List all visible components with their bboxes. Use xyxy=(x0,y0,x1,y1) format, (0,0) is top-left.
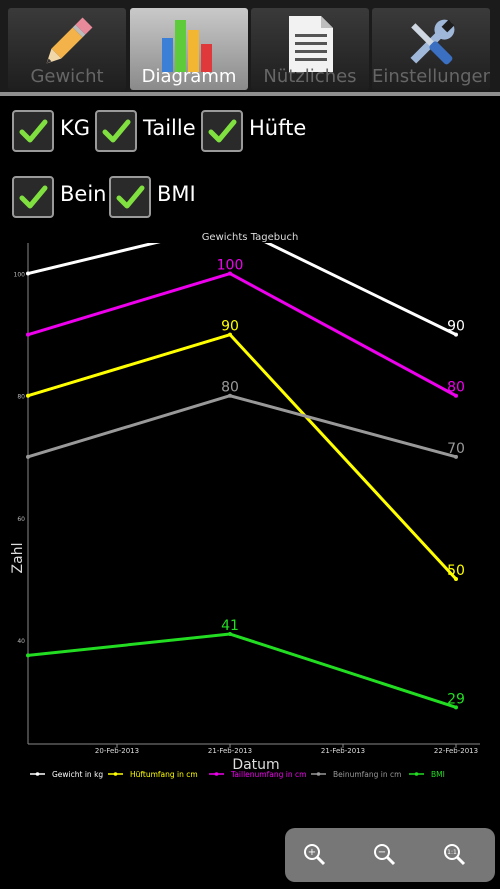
zoom-in-icon[interactable]: + xyxy=(300,840,330,870)
data-point xyxy=(26,393,30,398)
x-tick-label: 21-Feb-2013 xyxy=(321,747,365,755)
data-label: 90 xyxy=(221,319,239,335)
document-icon xyxy=(289,16,333,72)
x-tick-label: 20-Feb-2013 xyxy=(95,747,139,755)
y-axis-label: Zahl xyxy=(10,543,26,574)
series-line xyxy=(28,243,457,336)
tab-label: Gewicht xyxy=(30,66,104,87)
checkbox-label: Bein xyxy=(60,182,107,206)
x-tick-label: 22-Feb-2013 xyxy=(434,747,478,755)
checkbox-label: Hüfte xyxy=(249,116,307,140)
data-label: 80 xyxy=(447,380,465,396)
line-chart[interactable]: Gewichts Tagebuch 40 60 80 100 20-Feb-2013 21-… xyxy=(0,228,500,788)
data-point xyxy=(454,393,458,398)
data-point xyxy=(454,705,458,710)
zoom-out-symbol: − xyxy=(378,847,386,858)
y-tick-label: 60 xyxy=(17,516,25,523)
legend-label: Beinumfang in cm xyxy=(333,770,401,779)
series-line xyxy=(28,333,458,581)
legend-marker xyxy=(113,772,118,776)
checkbox-box[interactable] xyxy=(12,110,54,152)
chart-title: Gewichts Tagebuch xyxy=(202,232,299,243)
checkbox-label: KG xyxy=(60,116,91,140)
data-point xyxy=(454,577,458,582)
zoom-controls: + − 1:1 xyxy=(285,828,495,882)
zoom-out-icon[interactable]: − xyxy=(370,840,400,870)
data-point xyxy=(228,393,232,398)
pencil-icon xyxy=(46,17,93,64)
tab-nuetzliches[interactable]: Nützliches xyxy=(251,8,369,90)
data-label: 29 xyxy=(447,691,465,707)
legend-marker xyxy=(35,772,40,776)
checkmark-icon xyxy=(116,185,145,209)
legend-label: Gewicht in kg xyxy=(52,770,103,779)
tools-icon xyxy=(410,19,455,65)
zoom-in-symbol: + xyxy=(308,847,316,858)
checkbox-box[interactable] xyxy=(95,110,137,152)
bar-chart-icon xyxy=(162,20,212,72)
data-point xyxy=(454,332,458,337)
legend-label: Taillenumfang in cm xyxy=(230,770,306,779)
legend-marker xyxy=(414,772,419,776)
data-label: 100 xyxy=(217,258,244,274)
data-point xyxy=(228,632,232,637)
x-axis-label: Datum xyxy=(232,757,279,773)
zoom-reset-icon[interactable]: 1:1 xyxy=(440,840,470,870)
checkbox-box[interactable] xyxy=(109,176,151,218)
tab-underline xyxy=(0,92,500,96)
checkmark-icon xyxy=(208,119,237,143)
tab-bar: Gewicht Diagramm Nützliches xyxy=(0,0,500,96)
legend-label: Hüftumfang in cm xyxy=(130,770,198,779)
data-point xyxy=(26,454,30,459)
data-label: 80 xyxy=(221,380,239,396)
y-tick-label: 80 xyxy=(17,394,25,401)
data-label: 70 xyxy=(447,441,465,457)
data-label: 41 xyxy=(221,618,239,634)
checkbox-label: BMI xyxy=(157,182,196,206)
x-tick-label: 21-Feb-2013 xyxy=(208,747,252,755)
tab-label: Nützliches xyxy=(263,66,357,87)
series-line xyxy=(28,394,457,459)
checkmark-icon xyxy=(19,119,48,143)
checkbox-label: Taille xyxy=(143,116,196,140)
data-point xyxy=(228,271,232,276)
y-tick-label: 40 xyxy=(17,638,25,645)
data-point xyxy=(26,271,30,276)
checkbox-box[interactable] xyxy=(12,176,54,218)
data-point xyxy=(454,454,458,459)
data-label: 50 xyxy=(447,563,465,579)
legend-label: BMI xyxy=(431,770,445,779)
tab-label: Diagramm xyxy=(141,66,237,87)
zoom-reset-symbol: 1:1 xyxy=(447,849,457,856)
data-point xyxy=(26,653,30,658)
tab-label: Einstellungen xyxy=(372,66,490,87)
checkbox-box[interactable] xyxy=(201,110,243,152)
data-point xyxy=(26,332,30,337)
tab-gewicht[interactable]: Gewicht xyxy=(8,8,126,90)
data-point xyxy=(228,332,232,337)
legend-marker xyxy=(214,772,219,776)
checkmark-icon xyxy=(19,185,48,209)
tab-einstellungen[interactable]: Einstellungen xyxy=(372,8,490,90)
checkmark-icon xyxy=(102,119,131,143)
series-line xyxy=(28,632,457,709)
y-tick-label: 100 xyxy=(14,272,26,279)
legend-marker xyxy=(316,772,321,776)
data-label: 90 xyxy=(447,319,465,335)
tab-diagramm[interactable]: Diagramm xyxy=(130,8,248,90)
